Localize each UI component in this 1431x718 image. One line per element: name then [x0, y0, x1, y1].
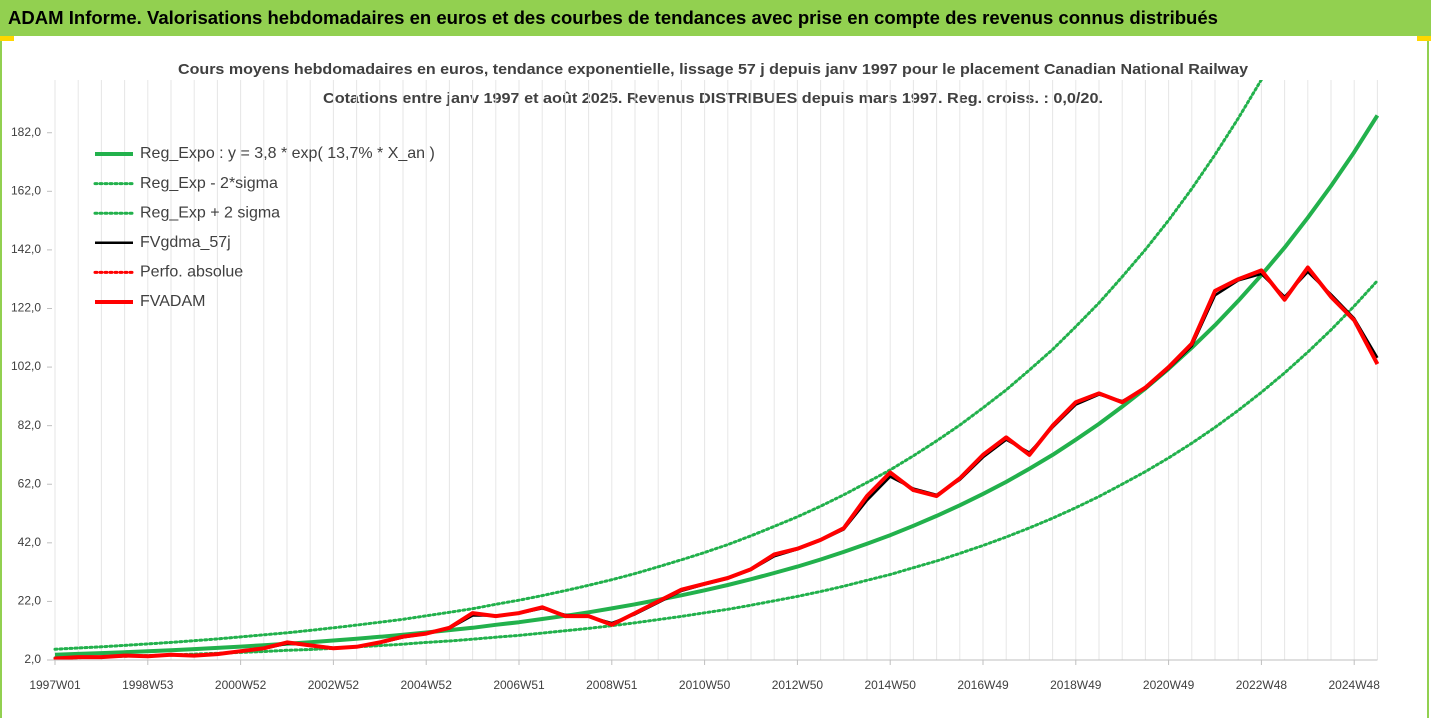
x-tick-label: 2018W49 [1050, 678, 1102, 692]
y-tick-label: 182,0 [11, 125, 41, 139]
y-tick-label: 2,0 [24, 652, 41, 666]
legend-label: Reg_Exp - 2*sigma [140, 175, 278, 192]
y-tick-label: 42,0 [18, 535, 42, 549]
x-tick-label: 2000W52 [215, 678, 267, 692]
series-line [54, 265, 1380, 661]
legend-label: Reg_Exp + 2 sigma [140, 204, 280, 221]
frame-corner [1417, 36, 1431, 41]
x-tick-label: 1998W53 [122, 678, 174, 692]
series-line [54, 114, 1380, 657]
chart-subtitle: Cotations entre janv 1997 et août 2025. … [323, 90, 1103, 107]
x-tick-label: 2020W49 [1143, 678, 1195, 692]
chart-title: Cours moyens hebdomadaires en euros, ten… [178, 61, 1249, 78]
series-line [53, 279, 1379, 660]
y-tick-label: 82,0 [18, 418, 42, 432]
x-tick-label: 2010W50 [679, 678, 731, 692]
x-tick-label: 2016W49 [957, 678, 1009, 692]
x-tick-label: 2002W52 [308, 678, 360, 692]
series-line [53, 266, 1379, 660]
x-tick-label: 2012W50 [772, 678, 824, 692]
legend-label: Perfo. absolue [140, 264, 243, 281]
legend-label: Reg_Expo : y = 3,8 * exp( 13,7% * X_an ) [140, 145, 435, 162]
legend-label: FVADAM [140, 293, 205, 310]
grid [54, 80, 1378, 660]
title-bar [0, 0, 1431, 36]
x-tick-label: 2004W52 [401, 678, 453, 692]
page-title: ADAM Informe. Valorisations hebdomadaire… [8, 8, 1218, 28]
x-tick-label: 2006W51 [493, 678, 545, 692]
plot-area [53, 80, 1380, 661]
x-tick-label: 2014W50 [865, 678, 917, 692]
y-tick-label: 62,0 [18, 476, 42, 490]
legend-label: FVgdma_57j [140, 234, 231, 251]
y-tick-label: 162,0 [11, 183, 41, 197]
y-tick-label: 22,0 [18, 594, 42, 608]
y-tick-label: 122,0 [11, 301, 41, 315]
y-tick-label: 142,0 [11, 242, 41, 256]
series-line [53, 80, 1263, 651]
y-tick-label: 102,0 [11, 359, 41, 373]
x-tick-label: 2022W48 [1236, 678, 1288, 692]
series-line [54, 270, 1379, 660]
legend: Reg_Expo : y = 3,8 * exp( 13,7% * X_an )… [93, 145, 435, 310]
axes: 1997W01 1998W53 2000W52 2002W52 2004W52 2006W… [11, 125, 1380, 692]
x-tick-label: 2024W48 [1329, 678, 1381, 692]
frame-corner [0, 36, 14, 41]
x-tick-label: 2008W51 [586, 678, 638, 692]
x-tick-label: 1997W01 [29, 678, 81, 692]
